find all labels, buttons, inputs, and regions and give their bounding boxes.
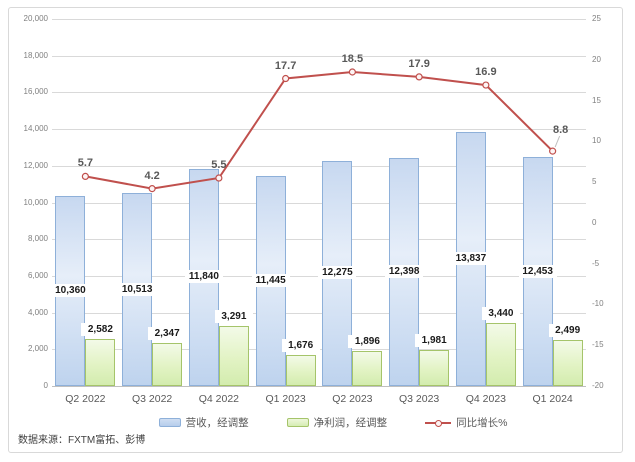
revenue-bar-label: 10,360 [51,283,90,297]
growth-value-label: 4.2 [144,169,160,182]
growth-value-label: 17.7 [274,59,297,72]
legend-label-revenue: 营收，经调整 [185,416,249,429]
growth-value-label: 17.9 [408,57,430,70]
left-axis-tick-label: 8,000 [27,234,48,244]
left-axis-tick-label: 6,000 [27,270,48,280]
category-label: Q1 2024 [532,393,573,405]
revenue-bar-label: 10,513 [118,282,157,296]
plot-area: 10,360 2,582 10,513 2,347 11,840 3,291 11,445 1… [51,19,587,387]
right-axis-tick-label: 5 [592,177,597,187]
net-profit-bar-label: 2,347 [148,326,187,340]
category-label: Q2 2022 [65,393,106,405]
growth-line-swatch-icon [425,418,452,427]
growth-label-leader-line [554,135,561,148]
left-axis-tick-label: 4,000 [27,307,48,317]
growth-line-layer [81,68,561,193]
right-axis-tick-label: -10 [592,299,604,309]
left-axis-tick-label: 14,000 [23,124,48,134]
growth-marker-icon [148,185,156,193]
revenue-bar-label: 12,398 [385,265,424,279]
net-profit-bar [152,342,183,386]
net-profit-bar [552,340,583,386]
right-axis-tick-label: 0 [592,217,597,227]
revenue-bar-label: 13,837 [451,252,490,266]
revenue-bar-label: 12,453 [518,264,557,278]
growth-value-label: 18.5 [341,53,364,65]
gridline [52,165,586,167]
growth-marker-icon [482,81,490,89]
growth-marker-icon [415,73,423,81]
net-profit-bar [85,338,116,386]
left-axis-tick-label: 2,000 [27,344,48,354]
gridline [52,55,586,57]
net-profit-bar [485,322,516,386]
growth-marker-icon [81,172,89,181]
left-axis-tick-label: 10,000 [23,197,48,207]
right-axis-tick-label: 25 [592,14,601,23]
left-axis-tick-label: 16,000 [23,87,48,97]
category-label: Q3 2022 [131,393,173,405]
left-axis-tick-label: 20,000 [23,14,48,23]
net-profit-bar-label: 2,499 [548,324,587,338]
gridline [52,129,586,131]
category-label: Q2 2023 [332,393,373,405]
net-profit-bar-label: 2,582 [81,322,120,336]
net-profit-bar [285,355,316,386]
category-label: Q4 2022 [198,393,240,405]
gridline [52,386,586,387]
category-label: Q4 2023 [465,393,507,405]
legend: 营收，经调整 净利润，经调整 同比增长% [66,413,600,431]
left-axis-tick-label: 0 [43,381,48,390]
growth-line [85,70,554,190]
net-profit-bar [352,351,383,386]
legend-item-revenue: 营收，经调整 [158,415,249,430]
growth-value-label: 5.5 [211,159,227,172]
legend-label-net-profit: 净利润，经调整 [313,416,388,429]
gridline [52,239,586,241]
growth-value-label: 5.7 [77,157,94,170]
net-profit-swatch-icon [286,417,309,427]
legend-item-growth: 同比增长% [425,415,507,430]
growth-value-label: 8.8 [552,124,569,137]
growth-marker-icon [348,68,356,76]
gridline [52,19,586,20]
net-profit-bar-label: 1,896 [348,335,387,349]
left-axis-tick-label: 12,000 [23,160,48,170]
right-axis-tick-label: -5 [592,258,600,268]
right-axis-tick-label: 10 [592,136,601,146]
revenue-bar-label: 11,840 [184,270,223,284]
net-profit-bar-label: 3,291 [214,309,253,323]
growth-value-label: 16.9 [475,66,497,79]
net-profit-bar-label: 1,676 [281,339,320,353]
growth-marker-icon [549,147,557,155]
right-axis-tick-label: 20 [592,54,601,64]
gridline [52,312,586,314]
growth-marker-icon [282,74,290,83]
gridline [52,202,586,204]
legend-item-net-profit: 净利润，经调整 [286,415,388,430]
category-label: Q1 2023 [265,393,306,405]
right-axis-tick-label: -15 [592,340,604,350]
legend-label-growth: 同比增长% [456,416,508,429]
category-label: Q3 2023 [398,393,440,405]
revenue-bar-label: 11,445 [251,273,290,287]
revenue-bar-label: 12,275 [318,266,357,280]
net-profit-bar-label: 1,981 [415,333,454,347]
growth-marker-icon [215,174,223,182]
net-profit-bar-label: 3,440 [481,306,520,320]
right-axis-tick-label: -20 [592,381,604,390]
left-axis-tick-label: 18,000 [23,50,48,60]
source-note: 数据来源：FXTM富拓、彭博 [18,435,146,446]
revenue-swatch-icon [158,417,181,427]
net-profit-bar [419,349,450,386]
net-profit-bar [218,325,249,386]
gridline [52,92,586,94]
right-axis-tick-label: 15 [592,95,601,105]
